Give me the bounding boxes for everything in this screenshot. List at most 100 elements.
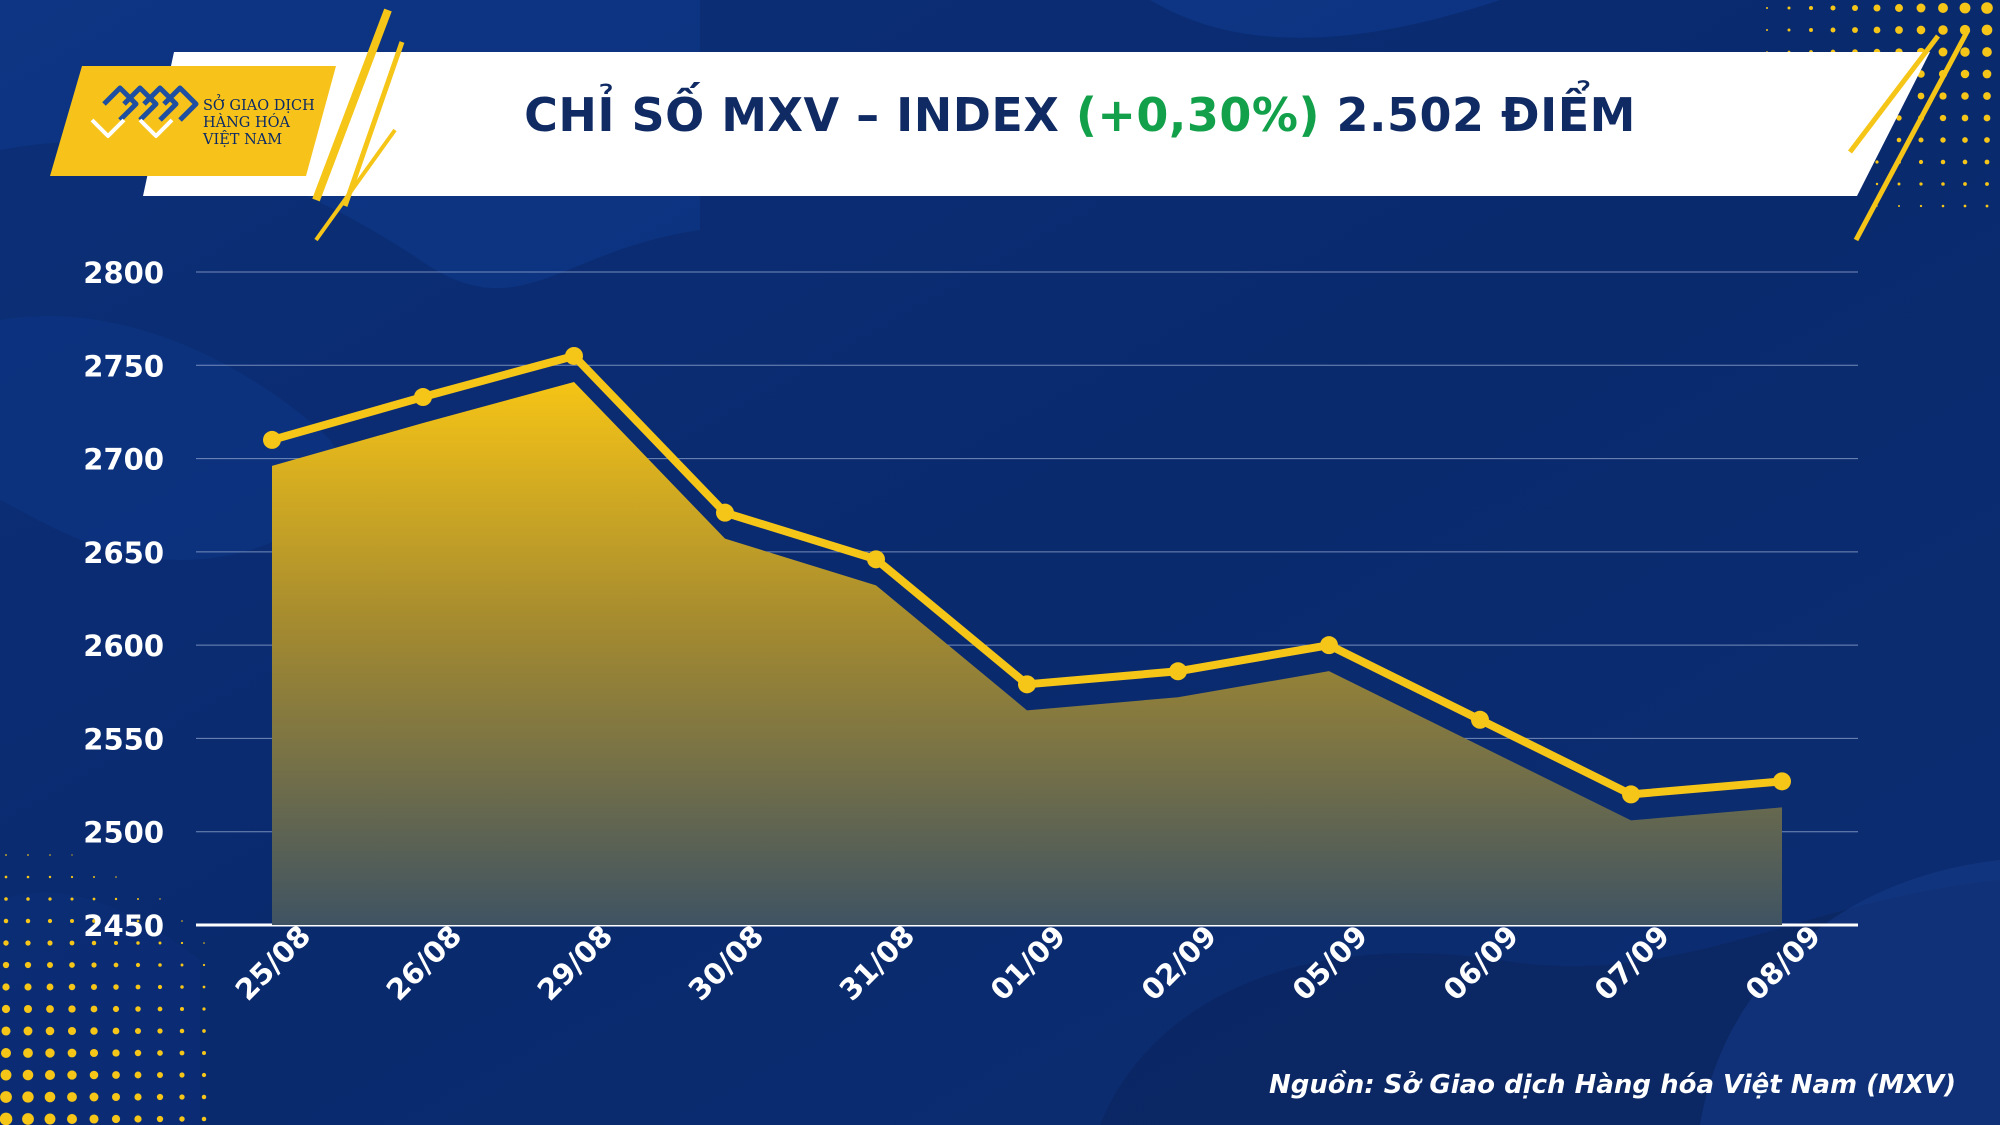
decor-dot [1985,204,1989,208]
decor-dot [113,962,119,968]
decor-dot [90,1005,98,1013]
decor-dot [179,1116,185,1122]
decor-dot [67,1026,77,1036]
data-point [263,430,281,449]
decor-dot [1916,3,1926,13]
decor-dot [45,1048,55,1058]
decor-dot [1982,47,1992,57]
decor-dot [180,941,184,945]
decor-dot [1938,25,1948,35]
decor-dot [180,985,184,989]
data-point [1320,636,1338,655]
x-tick-label: 29/08 [531,919,620,1008]
decor-dot [1897,182,1901,186]
decor-dot [201,1094,207,1100]
decor-dot [1917,92,1925,100]
decor-dot [156,1071,164,1079]
decor-dot [1,1048,11,1058]
decor-dot [1896,115,1902,121]
y-tick-label: 2700 [83,443,164,477]
decor-dot [156,1093,164,1101]
decor-dot [70,897,74,901]
title-banner [50,8,1971,242]
decor-dot [47,940,53,946]
decor-dot [2,961,10,969]
decor-dot [4,875,8,879]
data-point [1018,675,1036,694]
decor-dot [89,1114,99,1124]
decor-dot [1939,114,1947,122]
data-point [716,503,734,522]
decor-dot [1918,159,1924,165]
decor-dot [92,897,96,901]
decor-dot [69,962,75,968]
decor-dot [202,1051,206,1055]
decor-dot [1983,92,1991,100]
decor-dot [3,918,9,924]
decor-dot [5,854,7,856]
decor-dot [44,1069,56,1081]
decor-dot [71,854,73,856]
accent-stripe [1853,28,1971,242]
decor-dot [135,962,141,968]
x-tick-label: 08/09 [1739,919,1828,1008]
data-point [1773,772,1791,791]
decor-dot [1919,204,1923,208]
decor-dot [157,1006,163,1012]
decor-dot [1852,5,1858,11]
data-point [867,550,885,569]
decor-dot [22,1069,34,1081]
decor-dot [201,1116,207,1122]
decor-dot [92,919,96,923]
decor-dot [1873,4,1881,12]
decor-dot [1981,2,1993,14]
decor-dot [46,983,54,991]
decor-dot [0,1091,12,1103]
title-text: CHỈ SỐ MXV – INDEX [524,88,1076,142]
x-tick-label: 05/09 [1286,919,1375,1008]
decor-dot [67,1114,77,1124]
decor-dot [179,1094,185,1100]
decor-dot [47,918,53,924]
decor-dot [202,1007,206,1011]
x-tick-label: 06/09 [1437,919,1526,1008]
decor-dot [0,1112,13,1125]
decor-dot [1766,29,1768,31]
decor-dot [1918,137,1924,143]
decor-dot [159,898,161,900]
logo-line: SỞ GIAO DỊCH [203,98,315,114]
decor-dot [25,918,31,924]
decor-dot [179,1028,185,1034]
decor-dot [202,985,206,989]
decor-dot [68,1005,76,1013]
data-point [1622,785,1640,804]
y-tick-label: 2800 [83,256,164,290]
decor-dot [179,1050,185,1056]
decor-dot [69,940,75,946]
data-point [414,388,432,407]
decor-dot [1983,114,1991,122]
decor-dot [1898,205,1900,207]
decor-dot [90,983,98,991]
decor-dot [24,983,32,991]
decor-dot [44,1091,56,1103]
decor-dot [1962,159,1968,165]
decor-dot [1875,160,1879,164]
logo-text: SỞ GIAO DỊCH HÀNG HÓA VIỆT NAM [203,98,343,149]
x-tick-label: 30/08 [682,919,771,1008]
decor-dot [49,854,51,856]
decor-dot [157,1028,163,1034]
title-change-percent: (+0,30%) [1075,88,1320,142]
decor-dot [1938,47,1948,57]
data-point [1169,662,1187,681]
y-tick-label: 2500 [83,816,164,850]
decor-dot [157,984,163,990]
decor-dot [1896,137,1902,143]
decor-dot [134,1027,142,1035]
accent-stripe [312,8,392,202]
decor-dot [0,1069,12,1081]
decor-dot [1940,137,1946,143]
decor-dot [134,1093,142,1101]
decor-dot [114,897,118,901]
